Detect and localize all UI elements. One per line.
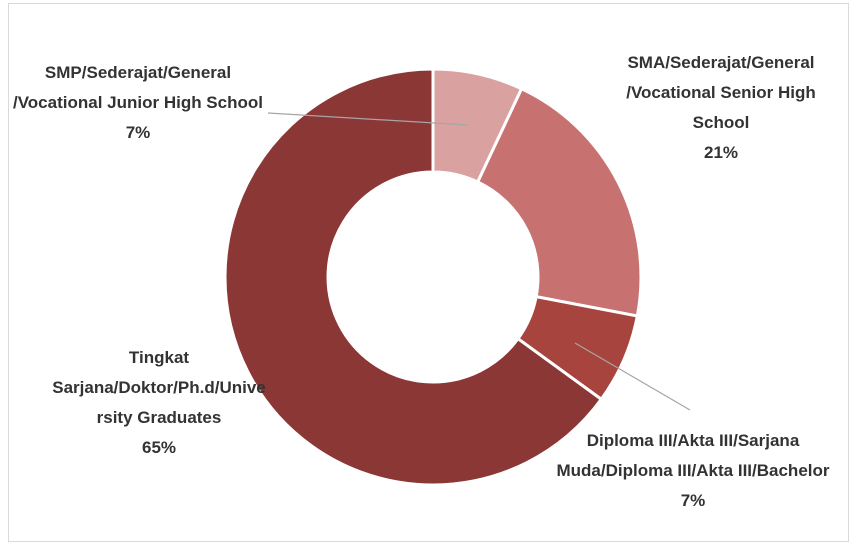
leader-line [574, 342, 691, 411]
slice-label: Tingkat Sarjana/Doktor/Ph.d/University G… [52, 348, 266, 457]
donut-slice [223, 67, 604, 487]
slice-label: SMP/Sederajat/General/Vocational Junior … [13, 63, 263, 142]
leader-line [267, 112, 469, 126]
slice-label: Diploma III/Akta III/Sarjana Muda/Diplom… [556, 431, 830, 510]
donut-slice [475, 86, 643, 318]
slice-label: SMA/Sederajat/General/Vocational Senior … [626, 53, 816, 162]
